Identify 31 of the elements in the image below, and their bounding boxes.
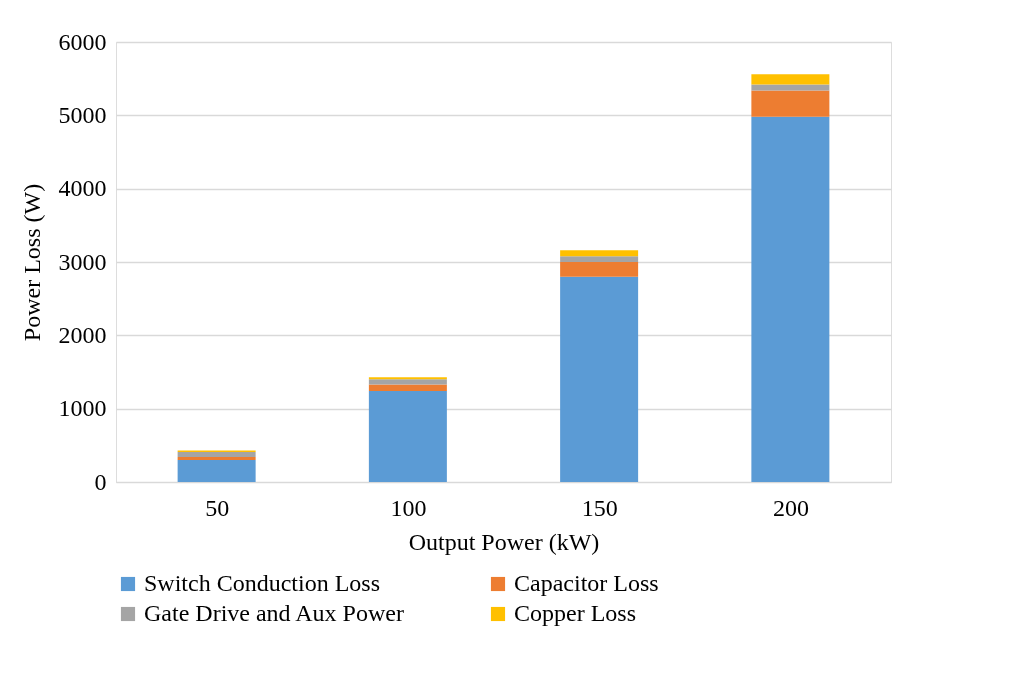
bar <box>560 256 639 262</box>
x-tick-label: 150 <box>581 494 618 521</box>
y-tick-label: 1000 <box>58 395 107 422</box>
x-tick-label: 50 <box>205 494 230 521</box>
bar <box>560 250 639 257</box>
bar <box>751 74 830 85</box>
legend-label: Copper Loss <box>514 600 636 626</box>
bar <box>751 116 830 482</box>
x-tick-label: 100 <box>390 494 427 521</box>
bar <box>368 379 447 385</box>
legend-label: Switch Conduction Loss <box>144 570 381 596</box>
y-tick-label: 2000 <box>58 321 107 348</box>
y-tick-label: 6000 <box>58 28 107 55</box>
bar <box>177 457 256 460</box>
bar <box>368 391 447 482</box>
bar <box>560 262 639 277</box>
y-axis-title: Power Loss (W) <box>18 183 45 342</box>
bar <box>368 377 447 380</box>
y-tick-label: 5000 <box>58 101 107 128</box>
bar <box>177 460 256 482</box>
y-tick-label: 3000 <box>58 248 107 275</box>
x-axis-title: Output Power (kW) <box>408 528 600 555</box>
legend-label: Gate Drive and Aux Power <box>144 600 404 626</box>
x-tick-label: 200 <box>772 494 809 521</box>
legend-label: Capacitor Loss <box>514 570 659 596</box>
y-tick-label: 0 <box>94 468 107 495</box>
y-tick-label: 4000 <box>58 175 107 202</box>
bar <box>751 90 830 117</box>
bar <box>177 451 256 458</box>
bar <box>368 384 447 392</box>
bar <box>560 276 639 482</box>
